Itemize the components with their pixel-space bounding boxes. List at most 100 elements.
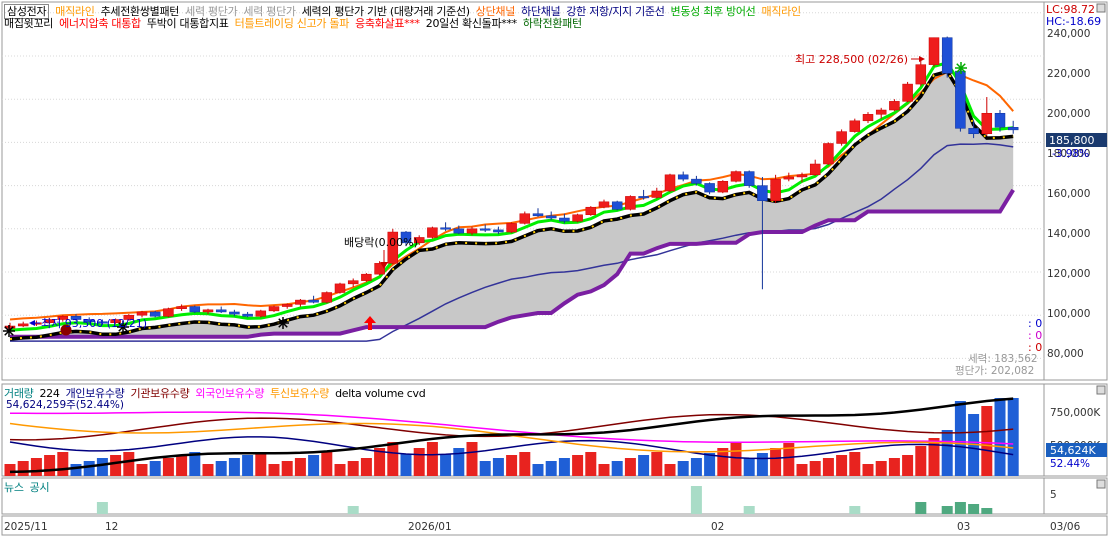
candle-body: [97, 321, 108, 324]
volume-bar: [374, 448, 386, 476]
candle-body: [757, 185, 768, 201]
lower-channel-line: [10, 142, 1014, 342]
volume-bar: [347, 461, 359, 476]
legend-item-foreign[interactable]: 외국인보유수량: [195, 387, 265, 400]
date-tick: 2025/11: [4, 521, 48, 533]
volume-bar: [770, 448, 782, 476]
candle-body: [585, 206, 597, 216]
candle-body: [110, 319, 121, 324]
legend-item-arrow[interactable]: 응축화살표***: [355, 17, 420, 30]
volume-bar: [783, 443, 795, 476]
candle-body: [453, 228, 465, 234]
volume-bar: [875, 461, 887, 476]
legend-item-turtle[interactable]: 터틀트레이딩 신고가 돌파: [234, 17, 350, 30]
candle-body: [1007, 127, 1019, 131]
volume-bar: [413, 448, 425, 476]
volume-bar: [492, 458, 504, 476]
pattern-star-marker: [4, 326, 14, 336]
hc-label: HC:-18.69: [1046, 15, 1101, 28]
legend-item-disclosure[interactable]: 공시: [29, 481, 50, 494]
legend-item-ma20[interactable]: 20일선 확신돌파***: [425, 17, 517, 30]
volume-bar: [123, 452, 135, 476]
candle-body: [466, 228, 478, 234]
candle-body: [281, 304, 293, 307]
candle-body: [915, 64, 927, 85]
volume-bar: [189, 452, 201, 476]
legend-item-energy[interactable]: 에너지압축 대통합: [59, 17, 141, 30]
volume-bar: [242, 455, 254, 476]
candle-body: [374, 263, 385, 275]
candle-body: [308, 299, 319, 303]
legend-item-stock[interactable]: 삼성전자: [4, 4, 50, 19]
high-annotation: 최고 228,500 (02/26): [795, 53, 908, 66]
high-arrowhead: [919, 56, 925, 62]
candle-body: [229, 311, 240, 315]
legend-item-ma224[interactable]: 224: [39, 387, 60, 400]
legend-item-volume[interactable]: 거래량: [4, 387, 34, 400]
legend-item-magic-line-2[interactable]: 매직라인: [761, 5, 802, 18]
price-tick: 120,000: [1047, 268, 1090, 280]
legend-item-force-avg-1[interactable]: 세력 평단가: [185, 5, 238, 18]
volume-panel-button[interactable]: [1096, 385, 1106, 395]
candle-body: [532, 213, 544, 217]
news-bar: [968, 504, 980, 514]
volume-value-box: [1046, 443, 1107, 457]
candle-body: [163, 308, 174, 317]
legend-item-magic-line[interactable]: 매직라인: [55, 5, 95, 18]
news-panel-button[interactable]: [1096, 479, 1106, 489]
volume-bar: [321, 452, 333, 476]
legend-item-force-avg-2[interactable]: 세력 평단가: [243, 5, 296, 18]
volume-bar: [83, 461, 95, 476]
candle-body: [559, 217, 570, 222]
candle-body: [611, 201, 623, 210]
news-bar: [915, 502, 927, 514]
candle-series: [4, 36, 1019, 331]
volume-bar: [110, 455, 122, 476]
volume-bar: [308, 455, 320, 476]
legend-item-down-pattern[interactable]: 하락전환패턴: [522, 17, 582, 30]
candle-body: [968, 128, 979, 135]
candle-body: [625, 196, 636, 210]
volume-bar: [255, 452, 267, 476]
legend-item-accum-tail[interactable]: 매집윗꼬리: [4, 17, 54, 30]
volume-bar: [928, 438, 940, 476]
candle-body: [506, 223, 517, 233]
candle-body: [427, 227, 438, 238]
volume-bar: [572, 455, 584, 476]
candle-body: [334, 283, 346, 293]
volume-bar: [809, 461, 821, 476]
legend-item-trust[interactable]: 투신보유수량: [270, 387, 330, 400]
candle-body: [704, 183, 715, 193]
cvd-line: [9, 397, 1014, 474]
candle-body: [836, 131, 847, 144]
candle-body: [242, 313, 253, 317]
volume-bar: [294, 458, 306, 476]
candle-body: [823, 143, 834, 165]
right-zero-1: : 0: [1028, 317, 1042, 330]
candle-body: [981, 112, 993, 135]
legend-item-news[interactable]: 뉴스: [4, 481, 24, 494]
volume-bar: [281, 461, 293, 476]
volume-bar: [17, 461, 29, 476]
volume-bar: [994, 398, 1006, 476]
candle-body: [902, 83, 913, 102]
candle-body: [321, 292, 333, 303]
news-bar: [347, 506, 359, 514]
legend-item-trend-pattern[interactable]: 추세전환쌍별패턴: [100, 5, 180, 18]
legend-item-institution[interactable]: 기관보유수량: [130, 387, 190, 400]
legend-item-individual[interactable]: 개인보유수량: [65, 387, 125, 400]
candle-body: [994, 112, 1006, 128]
candle-body: [268, 306, 280, 312]
price-panel-button[interactable]: [1096, 3, 1106, 13]
legend-item-force-base[interactable]: 세력의 평단가 기반 (대량거래 기준선): [301, 5, 470, 18]
legend-item-ttubaki[interactable]: 뚜박이 대통합지표: [146, 17, 229, 30]
legend-item-defense-line[interactable]: 변동성 최후 방어선: [670, 5, 756, 18]
legend-item-upper-channel[interactable]: 상단채널: [475, 5, 516, 18]
legend-item-cvd[interactable]: delta volume cvd: [335, 387, 426, 400]
legend-item-lower-channel[interactable]: 하단채널: [521, 5, 561, 18]
candle-body: [83, 319, 95, 322]
news-panel[interactable]: [1, 477, 1045, 515]
legend-item-support-line[interactable]: 강한 저항/지지 기준선: [566, 5, 665, 18]
